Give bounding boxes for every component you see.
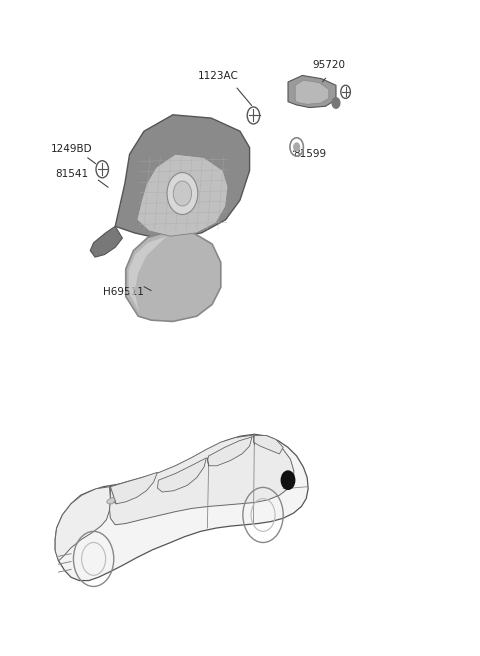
Polygon shape [110,472,157,504]
Polygon shape [107,497,115,504]
Circle shape [167,173,198,215]
Circle shape [173,181,192,206]
Circle shape [332,98,340,108]
Text: 1249BD: 1249BD [50,144,92,154]
Polygon shape [129,236,167,312]
Polygon shape [253,436,283,454]
Text: 81599: 81599 [293,148,326,159]
Polygon shape [288,75,336,108]
Polygon shape [90,226,122,257]
Polygon shape [295,80,329,104]
Circle shape [294,143,300,151]
Text: 95720: 95720 [312,60,345,70]
Polygon shape [207,437,252,466]
Polygon shape [115,115,250,239]
Text: H69511: H69511 [103,287,144,297]
Polygon shape [126,231,221,321]
Polygon shape [55,434,308,581]
Circle shape [281,471,295,489]
Polygon shape [55,487,110,561]
Polygon shape [137,154,228,236]
Polygon shape [109,436,294,525]
Text: 81541: 81541 [55,169,88,179]
Polygon shape [157,458,206,492]
Text: 1123AC: 1123AC [198,72,239,81]
